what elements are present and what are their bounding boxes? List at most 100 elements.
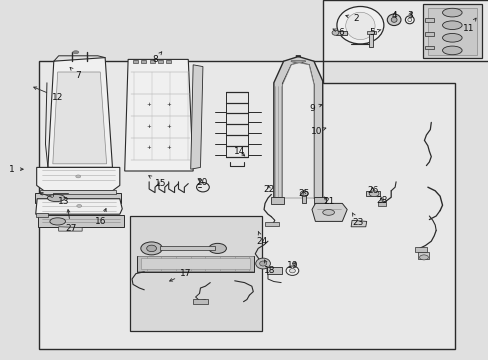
Text: 18: 18 bbox=[264, 260, 275, 275]
Bar bbox=[425, 32, 433, 36]
Ellipse shape bbox=[255, 258, 270, 269]
Ellipse shape bbox=[442, 8, 461, 17]
Ellipse shape bbox=[285, 266, 298, 275]
Polygon shape bbox=[311, 203, 346, 221]
Ellipse shape bbox=[386, 14, 400, 26]
Ellipse shape bbox=[419, 255, 427, 260]
Ellipse shape bbox=[442, 46, 461, 55]
Bar bbox=[271, 197, 283, 204]
Bar bbox=[193, 299, 207, 304]
Text: 8: 8 bbox=[152, 52, 162, 64]
Text: 23: 23 bbox=[351, 213, 363, 227]
Bar bbox=[133, 60, 138, 63]
Text: 28: 28 bbox=[376, 197, 387, 205]
Text: 21: 21 bbox=[322, 197, 334, 206]
Polygon shape bbox=[190, 65, 203, 169]
Ellipse shape bbox=[289, 269, 295, 273]
Polygon shape bbox=[124, 59, 193, 171]
Text: 22: 22 bbox=[263, 184, 274, 194]
Text: 7: 7 bbox=[70, 67, 81, 80]
Text: 19: 19 bbox=[286, 261, 298, 270]
Ellipse shape bbox=[331, 30, 338, 35]
Text: +: + bbox=[166, 145, 171, 150]
Ellipse shape bbox=[368, 191, 378, 197]
Bar bbox=[425, 18, 433, 22]
Ellipse shape bbox=[259, 261, 266, 266]
Polygon shape bbox=[273, 56, 322, 198]
Text: 27: 27 bbox=[65, 210, 77, 233]
Ellipse shape bbox=[407, 18, 411, 22]
Bar bbox=[302, 194, 305, 203]
Bar bbox=[425, 46, 433, 49]
Polygon shape bbox=[350, 220, 366, 227]
Text: 25: 25 bbox=[298, 189, 309, 198]
Ellipse shape bbox=[50, 218, 65, 225]
Text: 5: 5 bbox=[369, 28, 380, 37]
Bar bbox=[366, 31, 375, 34]
Bar bbox=[166, 60, 171, 63]
Ellipse shape bbox=[76, 175, 81, 178]
Text: 14: 14 bbox=[233, 147, 245, 156]
Polygon shape bbox=[39, 61, 454, 349]
Ellipse shape bbox=[390, 17, 396, 22]
Text: 3: 3 bbox=[406, 12, 412, 21]
Bar bbox=[141, 258, 250, 269]
Text: +: + bbox=[146, 145, 151, 150]
Text: +: + bbox=[146, 102, 151, 107]
Polygon shape bbox=[36, 199, 122, 214]
Bar bbox=[427, 8, 476, 55]
Polygon shape bbox=[53, 72, 106, 164]
Ellipse shape bbox=[322, 210, 334, 215]
Text: 6: 6 bbox=[332, 28, 344, 37]
Text: 4: 4 bbox=[390, 12, 396, 21]
Text: +: + bbox=[166, 102, 171, 107]
Polygon shape bbox=[59, 227, 82, 231]
Ellipse shape bbox=[141, 242, 162, 255]
Ellipse shape bbox=[77, 204, 81, 207]
Bar bbox=[160, 246, 215, 250]
Bar bbox=[149, 60, 154, 63]
Bar bbox=[365, 191, 380, 196]
Bar bbox=[137, 256, 254, 272]
Text: 20: 20 bbox=[196, 178, 208, 187]
Bar bbox=[35, 193, 121, 203]
Ellipse shape bbox=[146, 245, 156, 252]
Bar bbox=[417, 252, 428, 259]
Text: 16: 16 bbox=[94, 208, 106, 226]
Text: 15: 15 bbox=[148, 176, 166, 188]
Ellipse shape bbox=[73, 51, 79, 54]
Ellipse shape bbox=[208, 243, 226, 253]
Bar bbox=[40, 190, 116, 194]
Bar bbox=[38, 215, 123, 227]
Polygon shape bbox=[48, 58, 112, 167]
Text: 11: 11 bbox=[462, 18, 475, 33]
Ellipse shape bbox=[336, 6, 383, 44]
Ellipse shape bbox=[442, 33, 461, 42]
Bar bbox=[422, 4, 481, 58]
Text: 26: 26 bbox=[366, 186, 378, 195]
Ellipse shape bbox=[345, 12, 374, 40]
Text: +: + bbox=[166, 123, 171, 129]
Bar bbox=[264, 222, 278, 226]
Text: 10: 10 bbox=[310, 126, 325, 135]
Ellipse shape bbox=[300, 191, 307, 197]
Bar bbox=[36, 213, 48, 217]
Text: 9: 9 bbox=[308, 104, 321, 112]
Polygon shape bbox=[37, 167, 120, 191]
Bar bbox=[129, 216, 261, 331]
Bar bbox=[158, 60, 163, 63]
Text: 24: 24 bbox=[256, 231, 267, 246]
Ellipse shape bbox=[47, 194, 65, 202]
Bar bbox=[313, 197, 325, 204]
Bar bbox=[368, 32, 372, 47]
Bar bbox=[414, 247, 426, 252]
Polygon shape bbox=[282, 61, 313, 198]
Bar bbox=[141, 60, 146, 63]
Text: 17: 17 bbox=[169, 269, 191, 281]
Bar bbox=[377, 202, 386, 206]
Ellipse shape bbox=[442, 21, 461, 30]
Text: 12: 12 bbox=[34, 87, 63, 102]
Bar bbox=[266, 267, 281, 274]
Text: 2: 2 bbox=[345, 14, 358, 23]
Text: +: + bbox=[146, 123, 151, 129]
